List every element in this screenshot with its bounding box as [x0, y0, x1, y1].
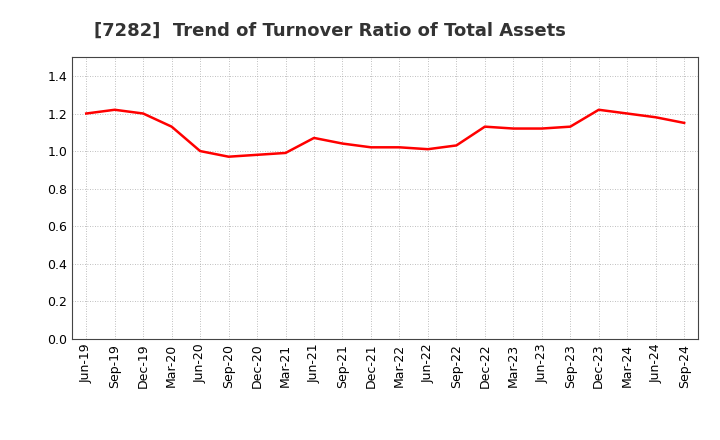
Text: [7282]  Trend of Turnover Ratio of Total Assets: [7282] Trend of Turnover Ratio of Total …	[94, 22, 565, 40]
